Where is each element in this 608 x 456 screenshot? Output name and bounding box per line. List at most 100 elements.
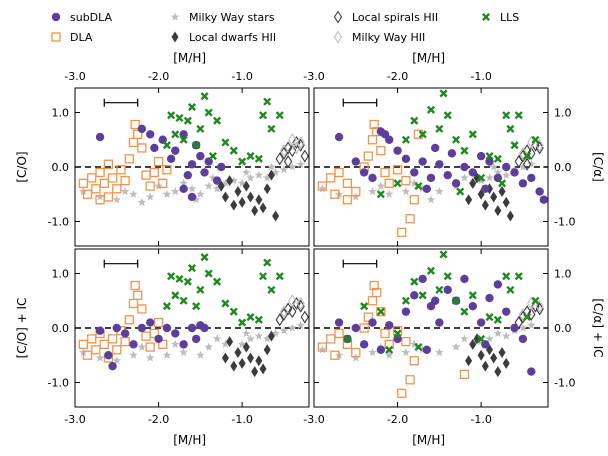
lls-point	[443, 272, 452, 281]
mw_hii-point-shape	[292, 141, 301, 155]
subdla-point-shape	[380, 130, 390, 139]
dla-point-shape	[99, 178, 109, 188]
lls-point	[439, 250, 448, 259]
x-axis-title: [M/H]	[412, 433, 445, 447]
mw_stars-point	[527, 159, 536, 168]
subdla-point	[368, 318, 377, 327]
local_dwarfs-point-shape	[221, 191, 229, 203]
lls-point-stroke-b	[410, 116, 419, 125]
subdla-point	[476, 318, 486, 327]
subdla-point-shape	[146, 318, 155, 327]
x-tick-label: -1.0	[470, 413, 491, 426]
dla-point-shape	[91, 345, 101, 355]
mw_stars-point	[401, 187, 411, 196]
series-subdla	[334, 274, 536, 376]
mw_stars-point-shape	[476, 337, 486, 346]
local_dwarfs-point	[477, 349, 485, 361]
lls-point-stroke-b	[204, 108, 213, 117]
dla-point-shape	[149, 167, 160, 178]
mw_hii-point	[518, 146, 528, 160]
subdla-point-shape	[510, 323, 519, 333]
lls-point-stroke-b	[360, 302, 369, 311]
y-axis-title: [C/O]	[15, 151, 29, 182]
lls-point	[418, 130, 427, 139]
lls-point	[468, 130, 477, 139]
subdla-point	[518, 334, 528, 344]
mw_hii-point	[296, 296, 305, 311]
mw_stars-point	[485, 173, 494, 182]
lls-point-stroke-b	[485, 152, 494, 161]
legend-item-subdla: subDLA	[51, 11, 113, 24]
subdla-point-shape	[527, 367, 536, 376]
subdla-point	[422, 345, 432, 354]
dla-point-shape	[359, 323, 369, 333]
mw_stars-point	[384, 350, 394, 359]
subdla-point-shape	[410, 168, 419, 177]
lls-point-stroke-b	[414, 343, 423, 352]
subdla-point	[451, 179, 461, 188]
lls-point-stroke-b	[452, 135, 461, 144]
dla-point-shape	[367, 135, 378, 145]
lls-point	[393, 329, 402, 338]
dla-point-shape	[130, 280, 140, 291]
local_dwarfs-point	[230, 199, 238, 211]
dla-point	[120, 175, 130, 186]
dla-point-shape	[124, 154, 134, 164]
dla-point-shape	[128, 298, 139, 309]
lls-point	[200, 253, 209, 262]
lls-point	[162, 302, 171, 311]
y-tick-label: 0.0	[554, 322, 572, 335]
local_dwarfs-point-shape	[255, 355, 263, 367]
subdla-point	[196, 151, 205, 161]
x-tick-label: -2.0	[387, 70, 408, 83]
subdla-point	[485, 293, 494, 303]
lls-point	[418, 291, 427, 300]
y-axis-title: [C/O] + IC	[15, 298, 29, 359]
subdla-point	[150, 143, 159, 153]
mw_stars-point	[254, 331, 264, 340]
lls-point-stroke-b	[523, 152, 532, 161]
plot-area	[314, 250, 548, 399]
local_dwarfs-point-shape	[234, 347, 242, 359]
lls-point	[502, 111, 511, 120]
dla-point	[95, 195, 105, 205]
mw_stars-point-shape	[368, 187, 377, 196]
mw_stars-point-shape	[137, 342, 147, 351]
legend-label-lls: LLS	[500, 11, 519, 24]
subdla-point	[171, 146, 180, 155]
dla-point	[158, 339, 168, 349]
x-tick-label: -2.0	[148, 70, 169, 83]
local_dwarfs-point	[506, 210, 514, 222]
dla-point	[330, 189, 340, 199]
lls-point	[493, 315, 502, 324]
lls-point	[435, 124, 444, 133]
typical-error-bar	[103, 98, 139, 107]
local_spirals-point-shape	[288, 305, 297, 319]
subdla-point-shape	[187, 192, 197, 202]
dla-point-shape	[99, 339, 109, 349]
lls-point	[376, 307, 385, 316]
dla-point-shape	[401, 175, 411, 186]
subdla-point-shape	[166, 154, 176, 164]
dla-point	[120, 336, 130, 347]
subdla-point	[527, 367, 536, 376]
typical-error-bar	[342, 98, 378, 107]
mw_stars-point-shape	[410, 178, 419, 187]
lls-point-stroke-b	[439, 89, 448, 98]
subdla-point	[166, 154, 176, 164]
subdla-point	[468, 168, 477, 177]
local_dwarfs-point	[481, 199, 489, 211]
subdla-point-shape	[179, 184, 188, 193]
mw_stars-point-shape	[204, 342, 213, 351]
mw_stars-point	[112, 356, 122, 365]
lls-point	[258, 272, 268, 281]
legend-marker-dla-shape	[51, 32, 61, 42]
subdla-point-shape	[196, 151, 205, 161]
local_spirals-point	[522, 157, 532, 171]
plot-area	[75, 253, 309, 378]
local_dwarfs-point-shape	[251, 366, 259, 378]
mw_stars-point	[368, 348, 377, 357]
series-mw_hii	[518, 296, 544, 321]
lls-point-stroke-b	[497, 179, 507, 188]
dla-point-shape	[112, 345, 122, 355]
